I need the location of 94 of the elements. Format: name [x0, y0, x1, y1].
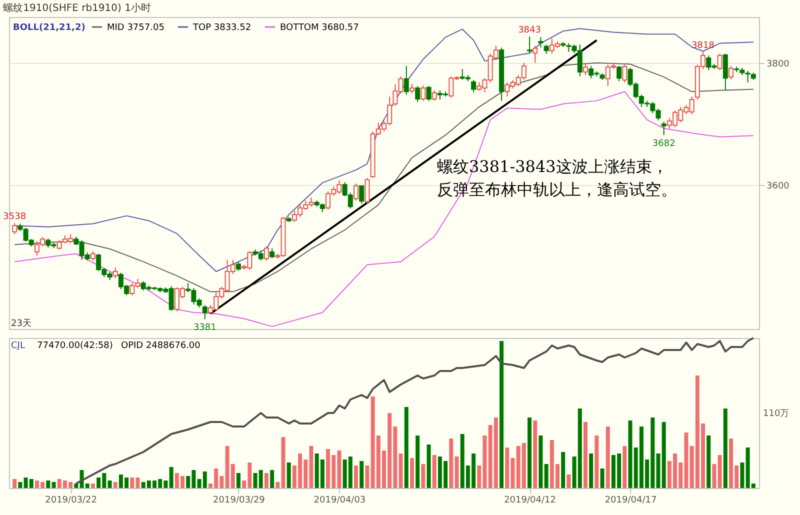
bar	[264, 473, 268, 488]
candlestick	[722, 53, 728, 91]
candlestick	[354, 182, 359, 202]
bar	[706, 436, 711, 488]
x-tick-label: 2019/03/22	[45, 496, 98, 506]
annotation: 3818	[692, 40, 715, 51]
bar	[169, 467, 174, 488]
legend-label: MID 3757.05	[107, 23, 164, 33]
bar	[528, 418, 532, 488]
bar	[538, 436, 543, 488]
x-tick-label: 2019/04/12	[504, 496, 556, 506]
candlestick	[538, 36, 544, 48]
bar	[52, 482, 56, 488]
candlestick	[404, 65, 409, 96]
text: 110万	[763, 409, 790, 419]
bar	[113, 482, 118, 488]
bar	[718, 455, 722, 488]
bar	[561, 452, 566, 488]
candlestick	[527, 36, 532, 54]
bar	[270, 470, 274, 488]
candlestick	[112, 267, 118, 279]
bar	[404, 407, 408, 488]
bar	[740, 462, 744, 488]
candlestick	[544, 44, 549, 54]
bar	[723, 408, 728, 488]
candlestick	[582, 62, 588, 76]
candlestick	[728, 65, 734, 80]
bar	[236, 473, 240, 488]
bar	[398, 454, 403, 488]
bar	[74, 484, 78, 488]
bar	[410, 458, 414, 488]
candlestick	[717, 53, 722, 71]
candlestick	[12, 222, 18, 235]
candlestick	[432, 90, 437, 102]
bar	[46, 480, 50, 488]
bar	[18, 482, 22, 488]
candlestick	[264, 246, 269, 261]
bar	[500, 341, 504, 488]
candlestick	[532, 45, 538, 64]
bar	[712, 464, 716, 488]
bar	[426, 444, 431, 488]
legend-label: BOTTOM 3680.57	[280, 23, 359, 33]
chart-title: 螺纹1910(SHFE rb1910) 1小时	[3, 2, 151, 14]
bar	[566, 474, 571, 488]
candlestick	[420, 85, 426, 102]
bar	[276, 482, 280, 488]
annotation: 3843	[518, 26, 541, 36]
bar	[449, 438, 454, 488]
legend-title: BOLL(21,21,2)	[13, 23, 86, 33]
candlestick	[409, 83, 414, 94]
annotation: 3682	[652, 139, 676, 150]
y-tick-label: 3800	[766, 59, 790, 70]
y-tick-label: 3600	[766, 182, 790, 192]
bar	[365, 466, 370, 488]
candlestick	[426, 86, 432, 102]
bar	[594, 436, 599, 488]
bar	[416, 436, 420, 488]
candlestick	[236, 261, 241, 272]
bar	[286, 462, 291, 488]
candlestick	[415, 86, 420, 103]
candlestick	[90, 250, 96, 261]
candlestick	[622, 64, 628, 83]
bar	[281, 437, 286, 488]
candlestick	[661, 121, 666, 136]
annotation: 3538	[3, 212, 26, 222]
bar	[583, 422, 588, 488]
bar	[421, 464, 426, 488]
x-tick-label: 2019/04/03	[314, 496, 366, 506]
bar	[12, 479, 17, 488]
bar	[589, 454, 594, 488]
annotation: OPID 2488676.00	[121, 341, 201, 351]
legend-label: TOP 3833.52	[192, 23, 252, 33]
bar	[606, 426, 610, 488]
bar	[354, 466, 358, 488]
candlestick	[471, 80, 476, 93]
x-tick-label: 2019/03/29	[213, 496, 266, 506]
candlestick	[359, 184, 364, 204]
annotation: 23天	[11, 318, 32, 329]
candlestick	[616, 65, 622, 82]
bar	[622, 446, 627, 488]
bar	[432, 455, 436, 488]
candlestick	[202, 304, 208, 320]
annotation: 3381	[193, 323, 216, 334]
bar	[454, 456, 459, 488]
bar	[544, 464, 548, 488]
bar	[533, 420, 538, 488]
bar	[90, 484, 95, 488]
x-tick-label: 2019/04/17	[604, 496, 657, 506]
candlestick	[270, 248, 275, 259]
candlestick	[364, 177, 370, 204]
annotation: CJL	[11, 341, 25, 351]
annotation: 77470.00(42:58)	[37, 341, 113, 351]
bar	[600, 468, 604, 488]
bar	[360, 461, 364, 488]
